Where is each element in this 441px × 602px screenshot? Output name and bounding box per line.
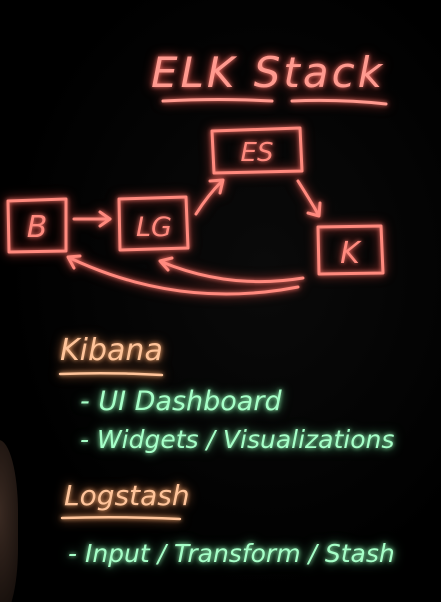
title-group: ELK Stack [151,48,388,106]
kibana-underline [58,371,164,377]
node-es-label: ES [241,138,274,168]
kibana-item-2: - Widgets / Visualizations [80,425,394,454]
arrow-k-to-lg-head [158,256,174,272]
node-k-label: K [340,236,362,271]
node-b-label: B [27,210,48,245]
node-lg-label: LG [136,212,172,243]
k-box [316,224,385,276]
lg-box [117,195,190,252]
kibana-heading: Kibana [60,333,163,368]
arrow-es-to-k [296,179,320,216]
arrow-b-to-lg-head [98,210,112,228]
arrow-es-to-k-head [306,201,322,218]
title-underline-left [161,98,274,103]
presenter-shoulder [0,440,18,602]
b-box [6,197,68,254]
es-box [210,126,304,175]
logstash-heading: Logstash [64,479,190,512]
arrow-k-to-b [68,256,300,296]
arrow-k-to-b-head [66,254,82,270]
logstash-underline [60,515,182,521]
title-underline-right [290,98,388,106]
kibana-item-1: - UI Dashboard [80,386,282,417]
arrow-k-to-lg [160,260,305,284]
arrow-lg-to-es [194,179,224,216]
logstash-item-1: - Input / Transform / Stash [68,539,395,568]
page-title: ELK Stack [151,48,385,97]
arrow-lg-to-es-head [208,178,225,195]
